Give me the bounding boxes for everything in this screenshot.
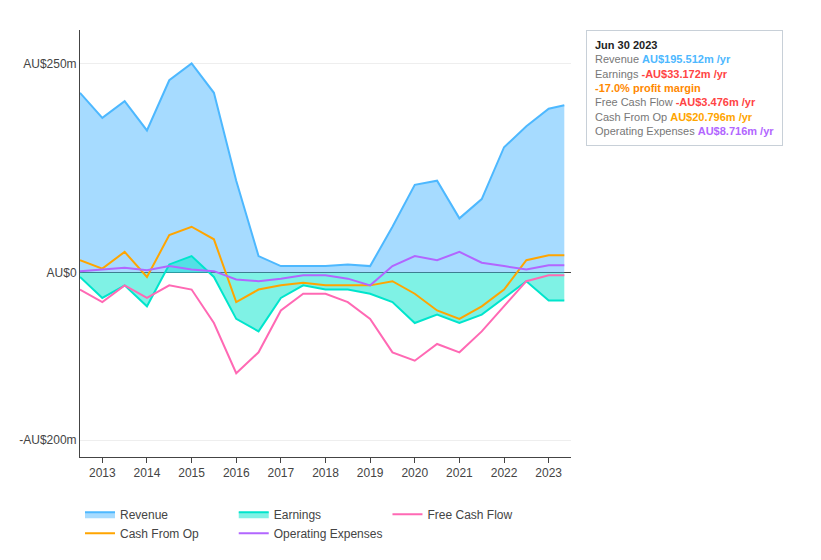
svg-text:2022: 2022 xyxy=(491,466,518,480)
svg-text:Free Cash Flow: Free Cash Flow xyxy=(427,508,512,522)
svg-text:2013: 2013 xyxy=(89,466,116,480)
svg-text:Revenue: Revenue xyxy=(120,508,168,522)
svg-text:2016: 2016 xyxy=(223,466,250,480)
svg-text:2020: 2020 xyxy=(401,466,428,480)
svg-text:2015: 2015 xyxy=(178,466,205,480)
svg-text:AU$250m: AU$250m xyxy=(23,57,76,71)
svg-text:Jun 30 2023Revenue AU$195.512m: Jun 30 2023Revenue AU$195.512m /yrEarnin… xyxy=(595,39,774,137)
svg-text:2014: 2014 xyxy=(134,466,161,480)
svg-text:Operating Expenses: Operating Expenses xyxy=(274,527,383,541)
svg-text:-AU$200m: -AU$200m xyxy=(19,433,76,447)
svg-text:2019: 2019 xyxy=(357,466,384,480)
svg-text:Earnings: Earnings xyxy=(274,508,321,522)
svg-text:2023: 2023 xyxy=(535,466,562,480)
svg-text:2017: 2017 xyxy=(268,466,295,480)
svg-text:Cash From Op: Cash From Op xyxy=(120,527,199,541)
svg-text:2018: 2018 xyxy=(312,466,339,480)
svg-text:AU$0: AU$0 xyxy=(47,266,77,280)
svg-text:2021: 2021 xyxy=(446,466,473,480)
